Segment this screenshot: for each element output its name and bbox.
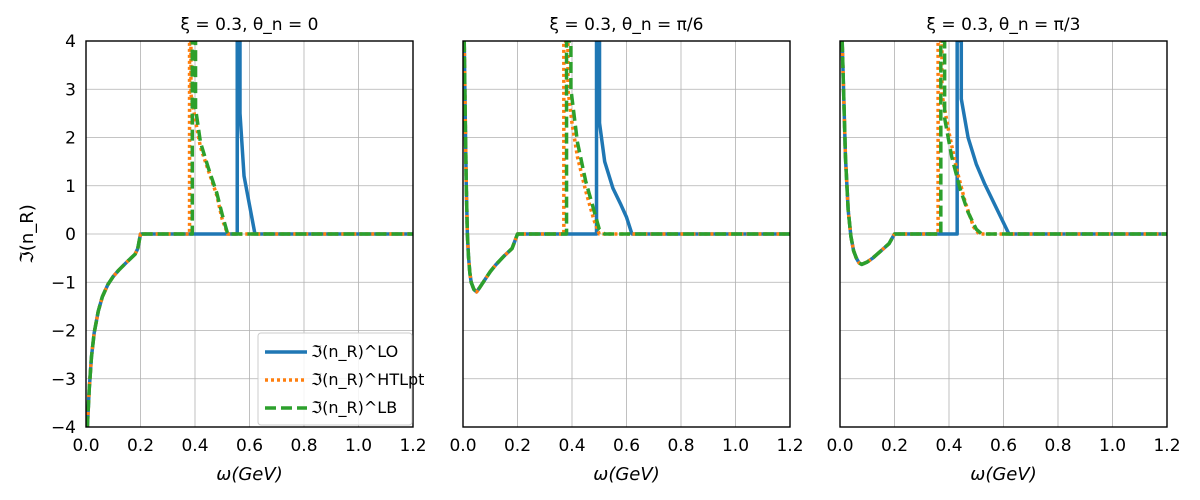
y-tick-label: 2	[65, 129, 76, 149]
x-tick-label: 1.0	[1099, 436, 1126, 456]
y-tick-label: 0	[65, 225, 76, 245]
legend: ℑ(n_R)^LO ℑ(n_R)^HTLpt ℑ(n_R)^LB	[257, 332, 424, 426]
y-tick-label: 1	[65, 177, 76, 197]
subplot-theta-pi6: 0.0 0.2 0.4 0.6 0.8 1.0 1.2 ξ = 0.3, θ_n = π/6…	[449, 15, 803, 485]
series-line-lb	[463, 41, 790, 294]
x-tick-label: 0.4	[558, 436, 585, 456]
subplot-title: ξ = 0.3, θ_n = π/6	[550, 15, 704, 35]
subplot-theta-0: 0.0 0.2 0.4 0.6 0.8 1.0 1.2 −4 −3 −2 −1 0 1 2 3 4 ξ = 0…	[17, 15, 427, 485]
x-tick-label: 0.0	[826, 436, 853, 456]
y-tick-label: −3	[51, 370, 76, 390]
x-tick-label: 1.0	[345, 436, 372, 456]
series-line-lo	[840, 41, 1167, 267]
x-axis-label: ω(GeV)	[216, 464, 282, 485]
y-tick-label: −4	[51, 418, 76, 438]
x-tick-label: 1.2	[776, 436, 803, 456]
x-tick-label: 0.8	[1044, 436, 1071, 456]
plot-frame	[462, 40, 791, 428]
y-tick-label: 3	[65, 80, 76, 100]
x-tick-label: 0.2	[881, 436, 908, 456]
y-axis-label: ℑ(n_R)	[17, 204, 38, 264]
x-axis-label: ω(GeV)	[593, 464, 659, 485]
legend-box	[257, 332, 413, 426]
plot-frame	[839, 40, 1168, 428]
x-tick-label: 0.0	[72, 436, 99, 456]
series-line-lb	[840, 41, 1167, 267]
x-tick-label: 0.2	[127, 436, 154, 456]
legend-label-lb: ℑ(n_R)^LB	[311, 398, 397, 418]
y-tick-label: −2	[51, 322, 76, 342]
y-tick-label: −1	[51, 273, 76, 293]
y-tick-label: 4	[65, 32, 76, 52]
legend-label-htlpt: ℑ(n_R)^HTLpt	[311, 370, 424, 390]
x-tick-label: 0.4	[181, 436, 208, 456]
x-tick-label: 0.6	[236, 436, 263, 456]
x-tick-label: 1.2	[1153, 436, 1180, 456]
subplot-title: ξ = 0.3, θ_n = 0	[181, 15, 319, 35]
x-tick-label: 0.6	[613, 436, 640, 456]
x-tick-label: 0.0	[449, 436, 476, 456]
x-tick-label: 1.0	[722, 436, 749, 456]
subplot-title: ξ = 0.3, θ_n = π/3	[927, 15, 1081, 35]
series-line-lb	[86, 41, 413, 427]
x-tick-label: 0.2	[504, 436, 531, 456]
subplot-theta-pi3: 0.0 0.2 0.4 0.6 0.8 1.0 1.2 ξ = 0.3, θ_n = π/3…	[826, 15, 1180, 485]
x-axis-label: ω(GeV)	[970, 464, 1036, 485]
plot-frame	[85, 40, 414, 428]
x-tick-label: 1.2	[399, 436, 426, 456]
legend-label-lo: ℑ(n_R)^LO	[311, 342, 398, 362]
x-tick-label: 0.6	[990, 436, 1017, 456]
x-tick-label: 0.8	[667, 436, 694, 456]
x-tick-label: 0.4	[935, 436, 962, 456]
x-tick-label: 0.8	[290, 436, 317, 456]
